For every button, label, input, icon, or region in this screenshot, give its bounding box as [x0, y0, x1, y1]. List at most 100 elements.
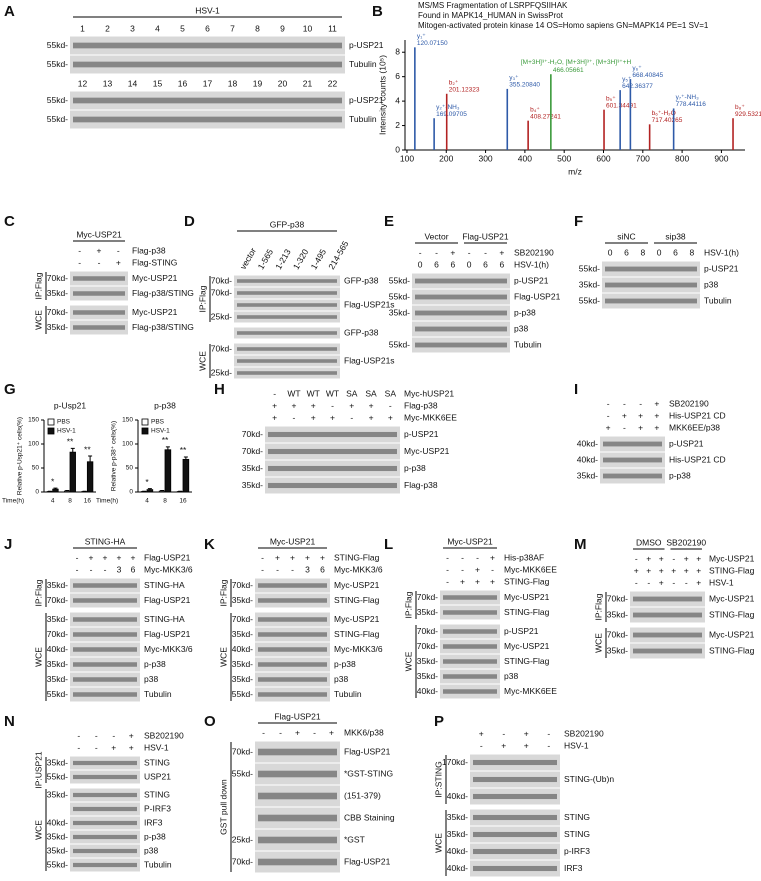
- blot-label: USP21: [144, 771, 171, 781]
- mw-marker: 70kd-: [417, 626, 438, 636]
- error-bar: [53, 487, 58, 490]
- blot-label: IRF3: [144, 817, 163, 827]
- y-tick-label: 0: [395, 144, 400, 154]
- blot-label: Tubulin: [144, 859, 172, 869]
- error-bar: [183, 456, 188, 460]
- group-label: WCE: [403, 651, 413, 671]
- y-tick-label: 150: [122, 417, 133, 424]
- group-label: IP:Flag: [403, 591, 413, 618]
- header: siNC: [617, 231, 635, 241]
- lane-label: 2: [105, 23, 110, 33]
- lane-label: +: [272, 412, 277, 422]
- blot-label: Flag-USP21s: [344, 299, 395, 309]
- condition-name: His-USP21 CD: [669, 410, 726, 420]
- lane-label: -: [607, 410, 610, 420]
- peak-ion: y₇⁺-NH₃: [676, 94, 699, 101]
- blot-band: [603, 441, 662, 447]
- lane-label: SA: [385, 388, 397, 398]
- mw-marker: 55kd-: [47, 59, 68, 69]
- lane-label: 8: [640, 247, 645, 257]
- lane-label: 20: [278, 78, 288, 88]
- lane-label: +: [696, 553, 701, 563]
- lane-label: 0: [608, 247, 613, 257]
- mw-marker: 35kd-: [389, 307, 410, 317]
- lane-label: -: [331, 400, 334, 410]
- lane-label: -: [273, 388, 276, 398]
- lane-label: -: [276, 564, 279, 574]
- mw-marker: 40kd-: [47, 817, 68, 827]
- lane-label: -: [261, 564, 264, 574]
- bar: [69, 451, 76, 493]
- blot-label: p38: [704, 279, 718, 289]
- lane-label: +: [490, 552, 495, 562]
- blot-label: p-p38: [669, 470, 691, 480]
- bar: [64, 490, 71, 493]
- condition-name: Flag-p38: [404, 400, 438, 410]
- lane-label: +: [275, 552, 280, 562]
- lane-label: +: [320, 552, 325, 562]
- lane-label: -: [547, 740, 550, 750]
- mw-marker: 70kd-: [242, 429, 263, 439]
- header: Flag-USP21: [462, 231, 509, 241]
- mw-marker: 40kd-: [577, 438, 598, 448]
- panel-letter: H: [214, 381, 225, 398]
- lane-label: WT: [307, 388, 320, 398]
- blot-label: p-USP21: [404, 429, 439, 439]
- mw-marker: 35kd-: [242, 480, 263, 490]
- peak-mz: 120.07150: [417, 40, 448, 47]
- blot-band: [258, 583, 327, 588]
- blot-band: [443, 674, 497, 679]
- lane-label: -: [635, 553, 638, 563]
- mw-marker: 35kd-: [232, 674, 253, 684]
- header: SB202190: [666, 537, 706, 547]
- blot-band: [73, 583, 137, 588]
- blot-label: Tubulin: [514, 339, 542, 349]
- y-tick-label: 4: [395, 95, 400, 105]
- blot-band: [268, 482, 397, 489]
- lane-label: -: [291, 564, 294, 574]
- blot-band: [473, 814, 557, 821]
- lane-label: 14: [128, 78, 138, 88]
- lane-label: 3: [130, 23, 135, 33]
- mw-marker: 25kd-: [232, 834, 253, 844]
- blot-label: GFP-p38: [344, 275, 379, 285]
- legend-label: PBS: [151, 419, 165, 426]
- error-bar: [165, 446, 170, 450]
- blot-band: [258, 836, 337, 844]
- blot-label: STING: [144, 789, 170, 799]
- lane-label: WT: [326, 388, 339, 398]
- lane-label: +: [291, 400, 296, 410]
- mw-marker: 70kd-: [607, 593, 628, 603]
- blot-band: [258, 617, 327, 622]
- blot-label: (151-379): [344, 790, 381, 800]
- mw-marker: 35kd-: [242, 463, 263, 473]
- blot-label: STING-Flag: [504, 607, 550, 617]
- blot-label: Myc-USP21: [504, 641, 550, 651]
- lane-label: -: [502, 728, 505, 738]
- lane-label: 9: [280, 23, 285, 33]
- group-label: WCE: [218, 647, 228, 667]
- lane-label: -: [419, 247, 422, 257]
- mw-marker: 55kd-: [389, 291, 410, 301]
- mw-marker: 25kd-: [211, 311, 232, 321]
- blot-band: [415, 326, 507, 332]
- blot-band: [73, 310, 125, 315]
- lane-label: +: [349, 400, 354, 410]
- blot-band: [73, 848, 137, 854]
- blot-band: [633, 596, 702, 602]
- lane-label: -: [76, 564, 79, 574]
- panel-letter: M: [574, 536, 587, 553]
- lane-label: 0: [418, 259, 423, 269]
- blot-label: p-USP21: [704, 263, 739, 273]
- lane-label: 8: [255, 23, 260, 33]
- lane-label: -: [461, 564, 464, 574]
- blot-label: Myc-USP21: [334, 580, 380, 590]
- lane-label: 17: [203, 78, 213, 88]
- mw-marker: 40kd-: [447, 791, 468, 801]
- lane-label: +: [671, 565, 676, 575]
- blot-label: Flag-p38/STING: [132, 288, 194, 298]
- mw-marker: 70kd-: [211, 343, 232, 353]
- mw-marker: 35kd-: [579, 279, 600, 289]
- panel-letter: I: [574, 381, 578, 398]
- lane-label: 5: [180, 23, 185, 33]
